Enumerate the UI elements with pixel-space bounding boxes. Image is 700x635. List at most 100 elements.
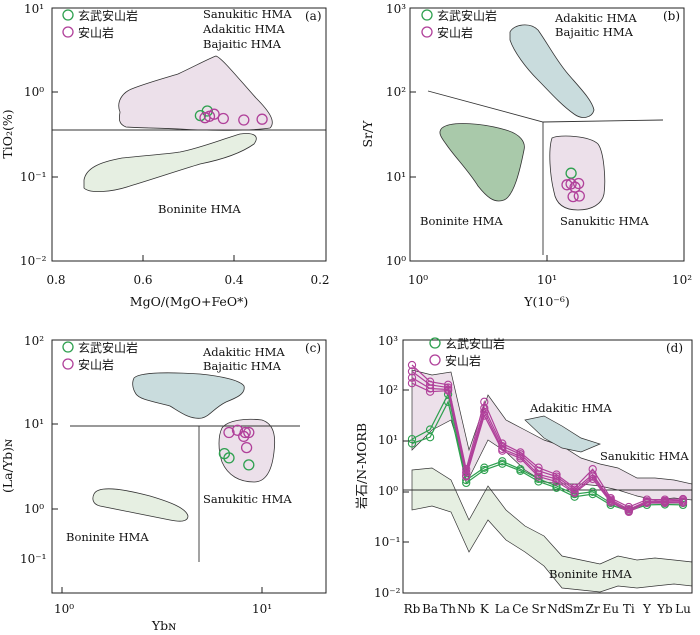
- legend-marker-volcanic-c: [62, 341, 74, 353]
- data-point-b-1-4: [567, 190, 579, 203]
- panel-c-points: [218, 424, 255, 471]
- legend-marker-volcanic-d: [429, 337, 441, 349]
- y-tick-label-a-0: 10⁻²: [20, 254, 47, 268]
- legend-c: 玄武安山岩 安山岩: [62, 340, 138, 372]
- x-category-label-d-6: Ce: [512, 602, 528, 616]
- panel-label-a: (a): [305, 9, 322, 23]
- y-tick-label-d-2: 10⁰: [378, 484, 398, 498]
- divider-line-b: [427, 90, 664, 123]
- legend-d: 玄武安山岩 安山岩: [429, 336, 505, 368]
- legend-b: 玄武安山岩 安山岩: [421, 8, 497, 40]
- y-tick-label-b-0: 10⁰: [386, 254, 406, 268]
- data-point-c-1-5: [240, 441, 253, 454]
- legend-marker-andesite-b: [421, 26, 433, 38]
- x-ticks-b: 10⁰ 10¹ 10²: [408, 255, 692, 287]
- legend-marker-andesite-c: [62, 358, 74, 370]
- legend-label-volcanic-c: 玄武安山岩: [78, 340, 138, 355]
- series-point-d-5-10: [588, 474, 597, 484]
- series-point-d-0-0: [407, 434, 417, 444]
- annotation-boninite-d: Boninite HMA: [549, 567, 632, 581]
- series-point-d-3-8: [552, 472, 561, 481]
- legend-marker-andesite-d: [429, 354, 441, 366]
- field-adakitic-bajaitic-b: [509, 24, 595, 118]
- y-tick-label-b-1: 10¹: [386, 170, 406, 184]
- y-tick-label-d-1: 10⁻¹: [374, 535, 400, 549]
- field-sanukitic-adakitic-bajaitic-a: [118, 55, 273, 131]
- y-axis-label-d: 岩石/N-MORB: [354, 423, 369, 509]
- x-axis-label-c: Ybɴ: [151, 618, 176, 633]
- plot-frame-c: [51, 339, 327, 594]
- data-point-c-1-0: [223, 426, 235, 439]
- x-category-label-d-2: Th: [440, 602, 456, 616]
- x-ticks-c: 10⁰ 10¹: [54, 587, 272, 616]
- legend-label-andesite-a: 安山岩: [78, 25, 114, 40]
- x-category-label-d-1: Ba: [422, 602, 438, 616]
- x-category-label-d-11: Eu: [602, 602, 619, 616]
- series-point-d-5-1: [425, 387, 435, 396]
- panel-a-points: [194, 105, 268, 126]
- x-category-label-d-13: Y: [642, 602, 652, 616]
- data-point-a-1-4: [238, 114, 250, 126]
- x-category-label-d-12: Ti: [623, 602, 635, 616]
- series-point-d-1-6: [516, 466, 525, 475]
- annotation-adakitic-a: Adakitic HMA: [202, 22, 285, 36]
- x-category-label-d-4: K: [480, 602, 490, 616]
- y-tick-label-d-0: 10⁻²: [374, 586, 401, 600]
- panel-a-fields: [52, 55, 326, 192]
- series-point-d-4-0: [407, 373, 417, 382]
- series-point-d-5-12: [624, 507, 633, 517]
- annotation-bajaitic-c: Bajaitic HMA: [203, 359, 282, 373]
- series-point-d-3-0: [407, 367, 417, 376]
- panel-c: (c) 玄武安山岩 安山岩 Adakitic HMA Bajaitic HMA …: [0, 334, 327, 633]
- annotation-adakitic-d: Adakitic HMA: [529, 401, 612, 415]
- annotation-sanukitic-c: Sanukitic HMA: [203, 492, 292, 506]
- y-tick-label-c-2: 10¹: [24, 417, 44, 431]
- panel-label-c: (c): [305, 341, 321, 355]
- data-point-a-1-5: [256, 113, 268, 125]
- data-point-c-0-1: [223, 452, 235, 464]
- data-point-c-0-2: [243, 459, 255, 471]
- series-point-d-1-1: [425, 433, 435, 442]
- y-tick-label-b-3: 10³: [386, 2, 406, 16]
- y-axis-label-a: TiO₂(%): [0, 109, 15, 158]
- series-point-d-1-0: [407, 439, 417, 448]
- series-point-d-0-4: [480, 463, 489, 472]
- x-category-label-d-5: La: [495, 602, 510, 616]
- x-axis-label-b: Y(10⁻⁶): [523, 294, 570, 309]
- y-axis-label-b: Sr/Y: [360, 120, 375, 148]
- panel-d: (d) 玄武安山岩 安山岩 Adakitic HMA Sanukitic HMA…: [354, 334, 693, 616]
- y-ticks-c: 10⁻¹ 10⁰ 10¹ 10²: [20, 334, 58, 594]
- x-tick-label-a-0: 0.8: [46, 273, 65, 287]
- series-point-d-5-4: [480, 411, 489, 420]
- series-point-d-1-5: [498, 459, 507, 468]
- field-sanukitic-c: [218, 418, 276, 483]
- legend-marker-volcanic-b: [421, 9, 433, 21]
- panel-label-b: (b): [663, 9, 680, 23]
- y-tick-label-c-0: 10⁻¹: [20, 552, 46, 566]
- legend-marker-volcanic-a: [62, 9, 74, 21]
- series-point-d-5-9: [570, 488, 579, 498]
- annotation-adakitic-b: Adakitic HMA: [554, 11, 637, 25]
- x-category-label-d-10: Zr: [586, 602, 600, 616]
- annotation-boninite-b: Boninite HMA: [420, 214, 503, 228]
- series-point-d-1-10: [588, 489, 597, 499]
- panel-label-d: (d): [666, 341, 683, 355]
- panel-b-fields: [427, 24, 664, 255]
- y-tick-label-a-2: 10⁰: [24, 85, 44, 99]
- x-category-label-d-9: Sm: [565, 602, 585, 616]
- series-point-d-5-2: [443, 386, 453, 395]
- annotation-bajaitic-b: Bajaitic HMA: [555, 25, 634, 39]
- data-point-a-1-2: [208, 108, 220, 120]
- panel-a: (a) 玄武安山岩 安山岩 Sanukitic HMA Adakitic HMA…: [0, 2, 330, 309]
- data-point-c-1-1: [231, 424, 244, 436]
- x-category-label-d-0: Rb: [404, 602, 421, 616]
- annotation-sanukitic-b: Sanukitic HMA: [560, 214, 649, 228]
- y-tick-label-a-1: 10⁻¹: [20, 170, 46, 184]
- series-point-d-0-5: [498, 457, 507, 466]
- series-point-d-5-11: [606, 498, 615, 507]
- x-tick-label-a-3: 0.2: [310, 273, 329, 287]
- x-tick-label-b-2: 10²: [672, 273, 692, 287]
- y-tick-label-d-5: 10³: [378, 334, 398, 348]
- data-point-b-1-5: [573, 190, 585, 202]
